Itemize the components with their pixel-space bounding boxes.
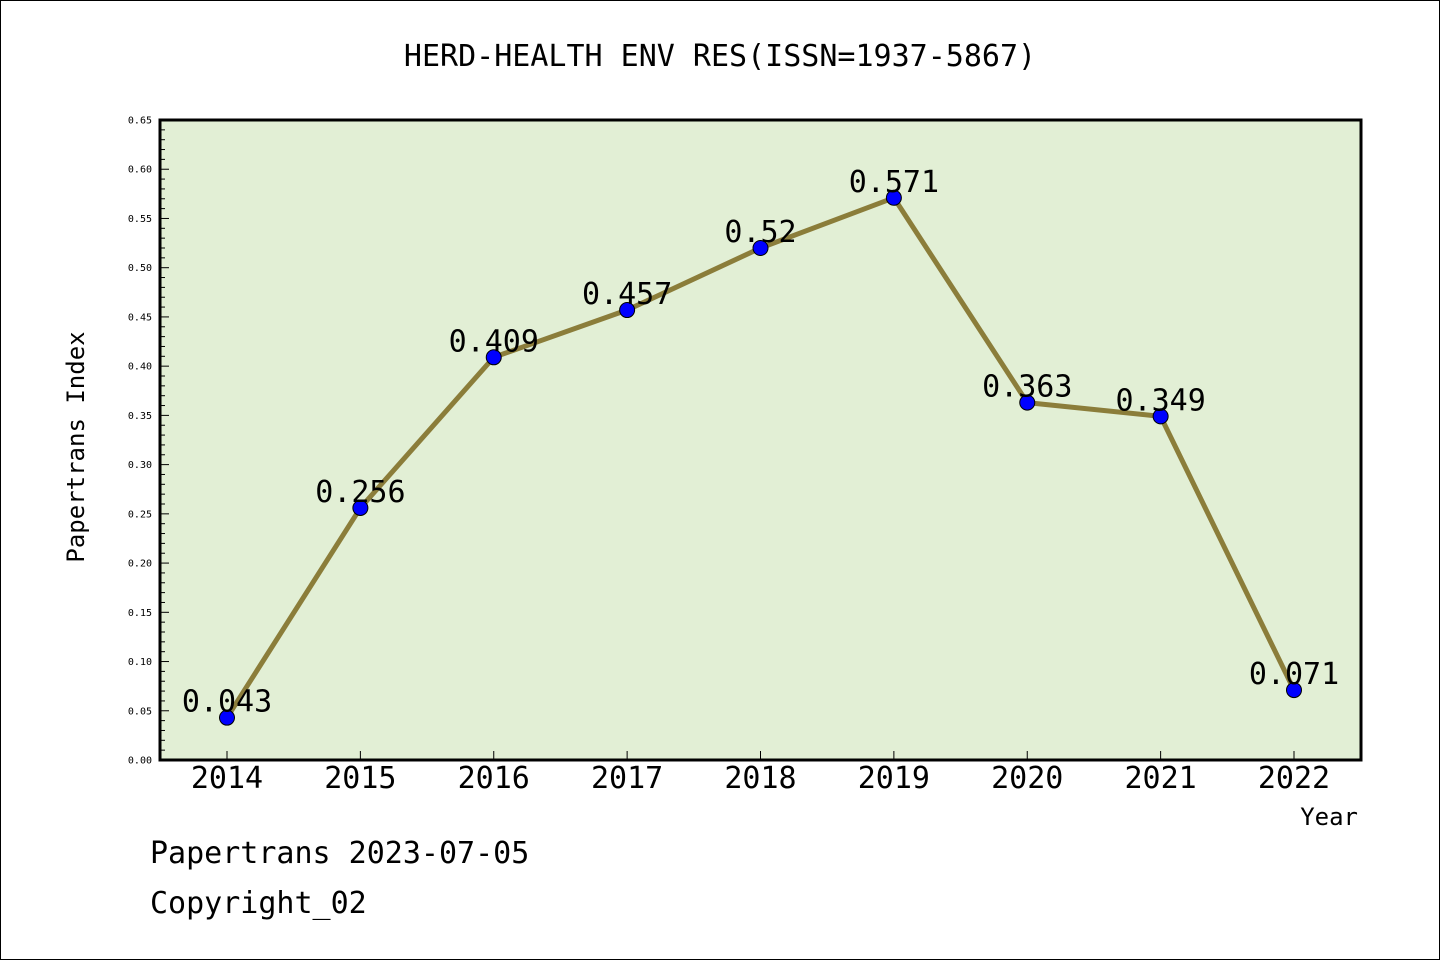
y-tick-label: 0.65 <box>128 116 152 127</box>
y-tick-label: 0.15 <box>128 608 152 619</box>
x-tick-label: 2014 <box>191 761 263 796</box>
footer-source: Papertrans 2023-07-05 <box>150 836 530 871</box>
data-label: 0.071 <box>1249 657 1339 692</box>
data-point <box>752 240 769 256</box>
y-tick-label: 0.40 <box>128 362 152 373</box>
x-axis: 2014 2015 2016 2017 2018 2019 2020 2021 2022 <box>191 751 1330 796</box>
series-layer: 0.043 0.256 0.409 0.457 0.52 0.571 0.363 0.349 0… <box>182 165 1339 726</box>
y-axis-label: Papertrans Index <box>62 331 90 562</box>
x-tick-label: 2017 <box>591 761 663 796</box>
data-point <box>619 302 636 319</box>
x-tick-label: 2021 <box>1125 761 1197 796</box>
data-label: 0.256 <box>315 475 405 510</box>
data-label: 0.363 <box>982 370 1072 405</box>
data-label: 0.043 <box>182 685 272 720</box>
footer-copyright: Copyright_02 <box>150 886 367 921</box>
data-point <box>352 499 369 516</box>
y-tick-label: 0.35 <box>128 411 152 422</box>
data-label: 0.52 <box>724 215 796 250</box>
data-point <box>485 349 502 366</box>
plot-area <box>158 118 1363 762</box>
x-tick-label: 2016 <box>458 761 530 796</box>
chart-title: HERD-HEALTH ENV RES(ISSN=1937-5867) <box>404 39 1036 74</box>
y-axis: 0.00 0.05 0.10 0.15 0.20 0.25 0.30 0.35 0.40 0.45… <box>128 116 169 767</box>
y-tick-label: 0.05 <box>128 706 152 717</box>
data-label: 0.457 <box>582 277 672 312</box>
y-tick-label: 0.20 <box>128 559 152 570</box>
data-point <box>1152 408 1169 425</box>
y-tick-label: 0.25 <box>128 509 152 520</box>
data-point <box>885 189 902 206</box>
data-label: 0.409 <box>449 324 539 359</box>
y-tick-label: 0.55 <box>128 214 152 225</box>
x-axis-label: Year <box>1300 803 1358 831</box>
x-tick-label: 2018 <box>724 761 796 796</box>
y-tick-label: 0.00 <box>128 756 152 767</box>
data-point <box>219 709 235 726</box>
y-tick-label: 0.30 <box>128 460 152 471</box>
x-tick-label: 2015 <box>324 761 396 796</box>
y-tick-label: 0.10 <box>128 657 152 668</box>
data-label: 0.571 <box>849 165 939 200</box>
data-point <box>1019 394 1036 411</box>
y-tick-label: 0.50 <box>128 263 152 274</box>
data-label: 0.349 <box>1115 383 1205 418</box>
x-tick-label: 2019 <box>858 761 930 796</box>
x-tick-label: 2020 <box>991 761 1063 796</box>
y-tick-label: 0.45 <box>128 312 152 323</box>
y-tick-label: 0.60 <box>128 165 152 176</box>
data-point <box>1286 682 1302 699</box>
x-tick-label: 2022 <box>1258 761 1330 796</box>
